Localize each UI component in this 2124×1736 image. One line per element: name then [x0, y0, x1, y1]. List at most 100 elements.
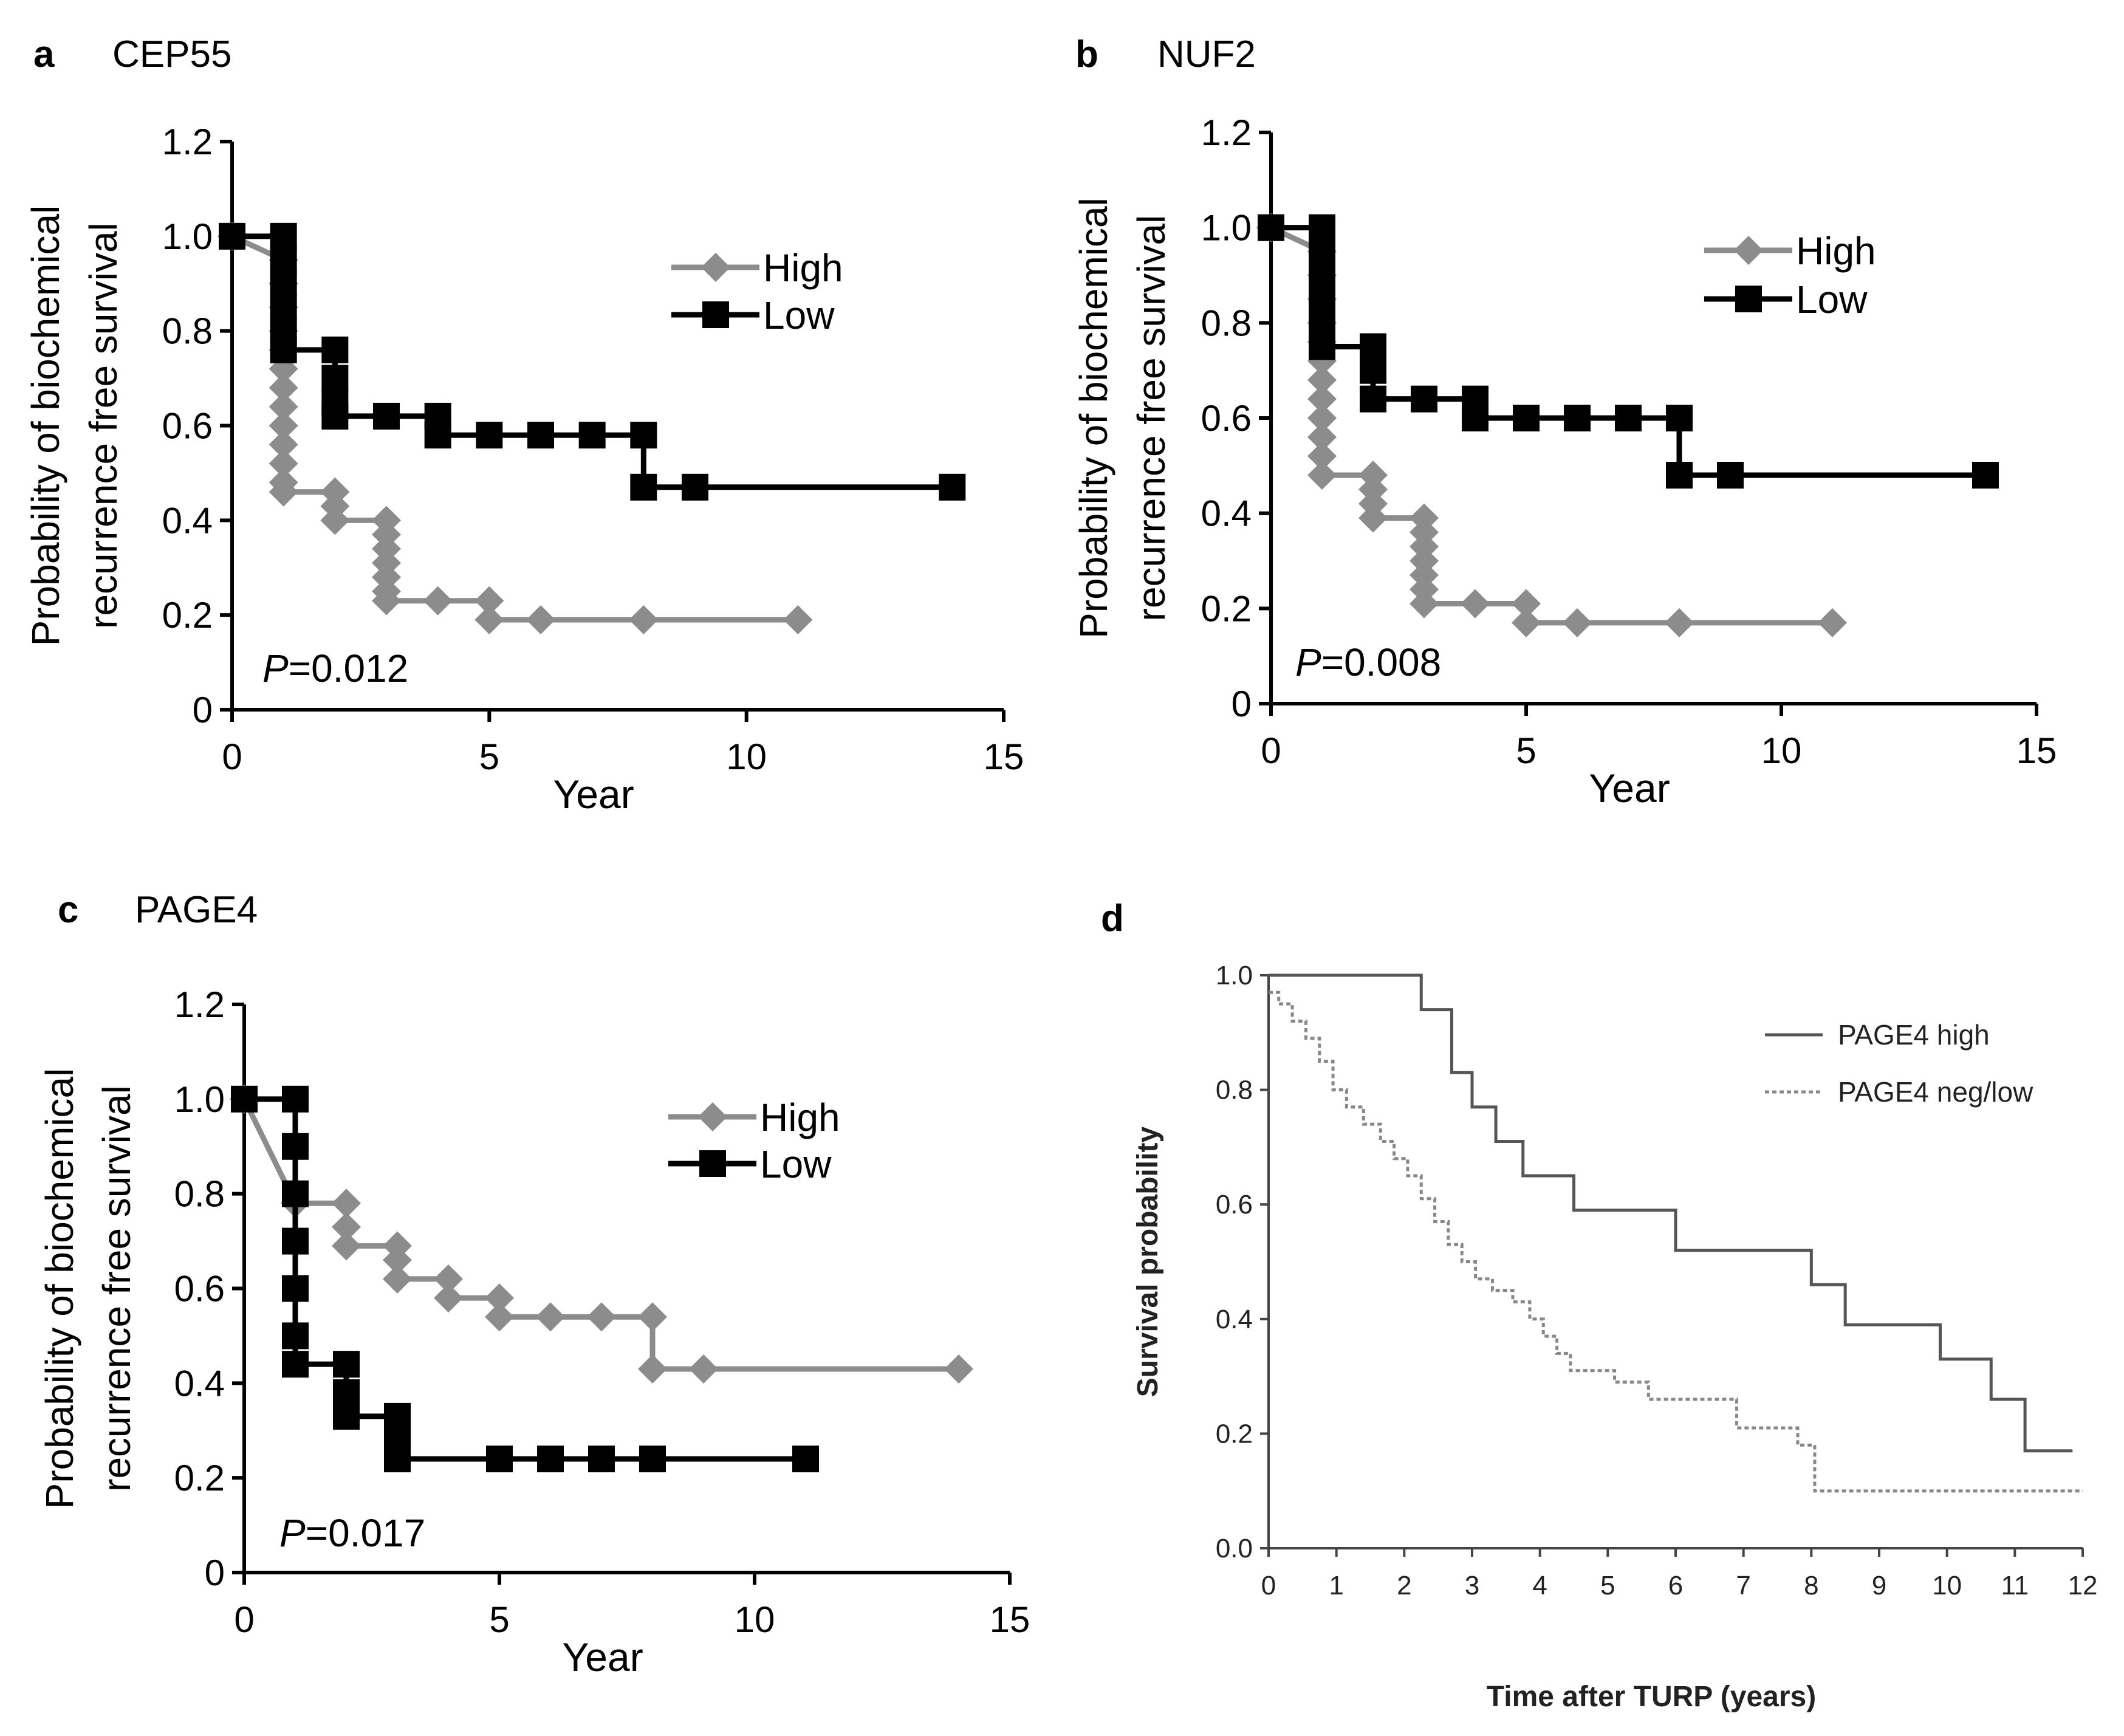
data-point-low [1972, 462, 1999, 489]
data-point-low [270, 336, 297, 363]
y-tick-label: 0.8 [162, 311, 213, 352]
data-point-high [1307, 441, 1337, 471]
data-point-high [1818, 608, 1847, 637]
x-tick-label: 6 [1668, 1571, 1683, 1600]
data-point-high [485, 1283, 514, 1313]
y-tick-label: 1.0 [1201, 208, 1252, 249]
y-tick-label: 0.4 [1216, 1305, 1253, 1334]
data-point-low [373, 402, 400, 430]
data-point-low [282, 1322, 309, 1350]
x-axis-title: Year [1589, 766, 1670, 811]
data-point-low [384, 1402, 411, 1430]
data-point-high [1307, 365, 1337, 395]
legend-label-high: High [763, 246, 843, 290]
data-point-high [474, 605, 504, 634]
data-point-low [282, 1180, 309, 1207]
x-tick-label: 9 [1872, 1571, 1886, 1600]
data-point-low [219, 222, 245, 250]
data-point-high [423, 586, 453, 616]
y-tick-label: 0.2 [174, 1458, 225, 1498]
series-line-high [231, 233, 798, 623]
y-tick-label: 0.4 [174, 1363, 225, 1404]
p-value-symbol: P [279, 1511, 306, 1555]
panel-letter: d [1101, 897, 1124, 939]
y-tick-label: 0.2 [1201, 588, 1252, 629]
data-point-low [1513, 405, 1540, 431]
legend-label-high: High [760, 1096, 840, 1139]
data-point-low [1615, 405, 1642, 431]
data-point-low [1309, 238, 1335, 265]
data-point-high [587, 1302, 616, 1332]
legend-label-page4-neg-low: PAGE4 neg/low [1838, 1076, 2033, 1108]
data-point-low [282, 1085, 309, 1113]
y-axis-title-line-1: Probability of biochemical [24, 205, 67, 647]
panel-a: a CEP55 0 0.2 0.4 0.6 0.8 1.0 1.2 0 5 10 15 Year Proba… [24, 33, 1024, 817]
legend-label-low: Low [763, 293, 835, 337]
y-tick-label: 1.2 [174, 984, 225, 1025]
x-tick-label: 12 [2068, 1571, 2098, 1600]
p-value-number: =0.017 [306, 1511, 426, 1555]
data-point-low [321, 365, 349, 392]
data-point-high [689, 1354, 718, 1384]
legend-marker-low [1735, 286, 1762, 312]
x-tick-label: 5 [479, 736, 499, 777]
data-point-high [269, 411, 298, 441]
data-point-high [269, 373, 298, 403]
panel-d: d0.00.20.40.60.81.00 1 2 3 4 5 6 7 8 9 10 11 12Time … [1101, 897, 2097, 1713]
p-value: P=0.017 [279, 1511, 425, 1555]
data-point-low [588, 1446, 615, 1472]
x-tick-label: 7 [1736, 1571, 1750, 1600]
x-tick-label: 5 [489, 1599, 509, 1640]
x-tick-label: 10 [726, 736, 767, 777]
y-tick-label: 1.2 [1201, 112, 1252, 153]
panel-c: c PAGE4 0 0.2 0.4 0.6 0.8 1.0 1.2 0 5 10 15 Year Proba… [38, 889, 1030, 1679]
data-point-low [333, 1379, 360, 1406]
data-point-high [1410, 589, 1439, 619]
data-point-low [1462, 405, 1489, 431]
x-tick-label: 2 [1397, 1571, 1411, 1600]
x-tick-label: 0 [1261, 730, 1281, 771]
data-point-high [944, 1354, 973, 1384]
data-point-high [269, 392, 298, 422]
y-tick-label: 1.2 [162, 122, 213, 162]
data-point-high [1307, 384, 1337, 414]
x-tick-label: 1 [1329, 1571, 1343, 1600]
data-point-low [527, 422, 554, 449]
panel-title: PAGE4 [135, 889, 258, 931]
legend-label-page4-high: PAGE4 high [1838, 1019, 1990, 1051]
data-point-high [1665, 608, 1694, 637]
data-point-low [333, 1351, 360, 1378]
x-axis-title: Time after TURP (years) [1487, 1681, 1816, 1713]
y-tick-label: 0 [193, 690, 213, 730]
x-tick-label: 0 [1261, 1571, 1276, 1600]
data-point-low [639, 1446, 666, 1472]
data-point-high [332, 1189, 361, 1218]
x-tick-label: 10 [1761, 730, 1802, 771]
data-point-low [1717, 462, 1744, 489]
series-line-page4-neg-low [1269, 990, 2083, 1493]
legend-marker-low [702, 301, 729, 328]
data-point-low [537, 1446, 564, 1472]
data-point-low [939, 473, 966, 501]
data-point-low [1666, 462, 1693, 489]
data-point-high [1563, 608, 1592, 637]
panel-title: NUF2 [1157, 33, 1256, 75]
data-point-high [269, 430, 298, 459]
x-tick-label: 5 [1600, 1571, 1615, 1600]
y-tick-label: 0.6 [1201, 398, 1252, 439]
x-tick-label: 4 [1532, 1571, 1547, 1600]
data-point-low [1309, 333, 1335, 360]
panel-letter: b [1075, 33, 1098, 75]
y-tick-label: 0 [205, 1552, 225, 1593]
data-point-low [282, 1133, 309, 1160]
x-tick-label: 15 [2016, 730, 2057, 771]
data-point-low [1564, 405, 1591, 431]
x-tick-label: 8 [1804, 1571, 1818, 1600]
y-tick-label: 0.2 [1216, 1419, 1253, 1449]
y-axis-title-line-2: recurrence free survival [81, 222, 125, 629]
y-tick-label: 0.4 [1201, 493, 1252, 534]
data-point-low [476, 422, 503, 449]
data-point-high [332, 1212, 361, 1242]
data-point-high [269, 477, 298, 507]
